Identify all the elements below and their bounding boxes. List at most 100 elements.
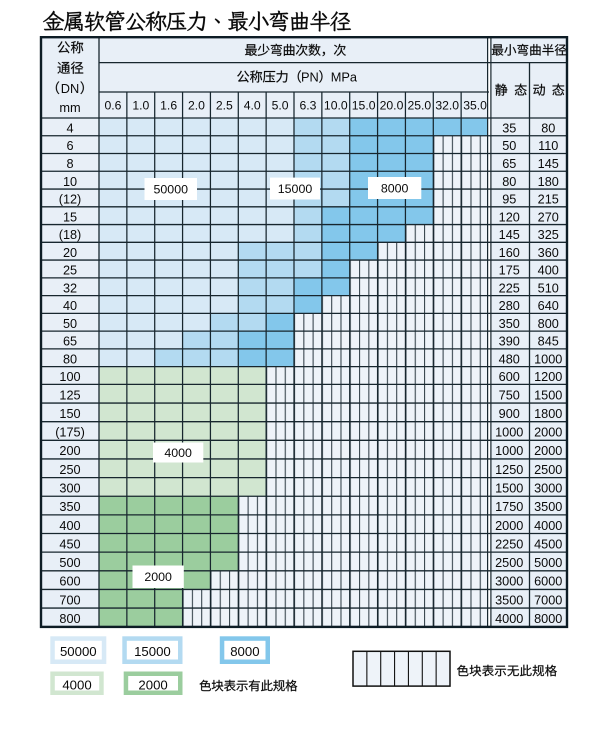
svg-text:2000: 2000 <box>534 444 562 458</box>
svg-text:1750: 1750 <box>495 500 523 514</box>
svg-text:350: 350 <box>499 317 520 331</box>
svg-text:750: 750 <box>499 388 520 402</box>
svg-text:2.0: 2.0 <box>188 99 205 113</box>
svg-text:50: 50 <box>63 317 77 331</box>
svg-text:145: 145 <box>538 157 559 171</box>
svg-text:390: 390 <box>499 335 520 349</box>
svg-text:mm: mm <box>59 100 80 115</box>
svg-text:25: 25 <box>63 264 77 278</box>
svg-text:65: 65 <box>502 157 516 171</box>
svg-text:50000: 50000 <box>154 182 189 196</box>
svg-text:4.0: 4.0 <box>244 99 261 113</box>
svg-text:15: 15 <box>63 210 77 224</box>
svg-text:6.3: 6.3 <box>299 99 316 113</box>
svg-text:6: 6 <box>66 139 73 153</box>
svg-text:2250: 2250 <box>495 537 523 551</box>
svg-text:180: 180 <box>538 175 559 189</box>
svg-text:20: 20 <box>63 246 77 260</box>
svg-text:2000: 2000 <box>144 570 172 584</box>
svg-text:32.0: 32.0 <box>435 99 459 113</box>
svg-text:350: 350 <box>59 500 80 514</box>
svg-text:1200: 1200 <box>534 370 562 384</box>
svg-text:1500: 1500 <box>495 482 523 496</box>
svg-text:450: 450 <box>59 537 80 551</box>
svg-text:4000: 4000 <box>164 446 192 460</box>
svg-text:4: 4 <box>66 121 73 135</box>
svg-text:500: 500 <box>59 556 80 570</box>
svg-text:5.0: 5.0 <box>272 99 289 113</box>
svg-text:15000: 15000 <box>134 644 171 659</box>
svg-text:80: 80 <box>502 175 516 189</box>
svg-text:900: 900 <box>499 407 520 421</box>
svg-text:4000: 4000 <box>62 677 91 692</box>
svg-text:DN: DN <box>61 81 79 96</box>
svg-text:845: 845 <box>538 335 559 349</box>
svg-text:110: 110 <box>538 139 558 153</box>
svg-text:32: 32 <box>63 281 77 295</box>
svg-text:8: 8 <box>66 157 73 171</box>
svg-text:4500: 4500 <box>534 537 562 551</box>
svg-text:1250: 1250 <box>495 463 523 477</box>
svg-text:0.6: 0.6 <box>104 99 121 113</box>
svg-text:225: 225 <box>499 281 520 295</box>
svg-text:PN: PN <box>301 70 319 85</box>
svg-text:480: 480 <box>499 352 520 366</box>
svg-text:1.0: 1.0 <box>132 99 149 113</box>
svg-text:95: 95 <box>502 193 516 207</box>
svg-text:4000: 4000 <box>495 612 523 626</box>
svg-text:1500: 1500 <box>534 388 562 402</box>
svg-text:4000: 4000 <box>534 519 562 533</box>
svg-text:50000: 50000 <box>60 644 97 659</box>
svg-text:35: 35 <box>502 121 516 135</box>
svg-text:600: 600 <box>499 370 520 384</box>
svg-text:1000: 1000 <box>495 444 523 458</box>
svg-text:125: 125 <box>59 388 80 402</box>
svg-text:6000: 6000 <box>534 575 562 589</box>
svg-text:1800: 1800 <box>534 407 562 421</box>
svg-text:3000: 3000 <box>495 575 523 589</box>
svg-text:250: 250 <box>59 463 80 477</box>
svg-text:160: 160 <box>499 246 520 260</box>
svg-text:800: 800 <box>538 317 559 331</box>
svg-text:15000: 15000 <box>278 182 313 196</box>
svg-text:35.0: 35.0 <box>463 99 487 113</box>
svg-text:215: 215 <box>538 193 559 207</box>
svg-text:2000: 2000 <box>495 519 523 533</box>
svg-text:145: 145 <box>499 228 520 242</box>
svg-text:640: 640 <box>538 299 559 313</box>
svg-text:150: 150 <box>59 407 80 421</box>
svg-text:5000: 5000 <box>534 556 562 570</box>
svg-text:10: 10 <box>63 175 77 189</box>
svg-text:15.0: 15.0 <box>352 99 376 113</box>
svg-text:8000: 8000 <box>381 181 409 195</box>
svg-text:360: 360 <box>538 246 559 260</box>
svg-text:2000: 2000 <box>534 426 562 440</box>
svg-text:50: 50 <box>502 139 516 153</box>
svg-text:280: 280 <box>499 299 520 313</box>
svg-text:3500: 3500 <box>495 593 523 607</box>
svg-text:1000: 1000 <box>534 352 562 366</box>
svg-text:3500: 3500 <box>534 500 562 514</box>
svg-text:MPa: MPa <box>331 70 358 85</box>
svg-text:200: 200 <box>59 444 80 458</box>
svg-text:10.0: 10.0 <box>324 99 348 113</box>
svg-text:700: 700 <box>59 593 80 607</box>
svg-text:3000: 3000 <box>534 482 562 496</box>
svg-text:325: 325 <box>538 228 559 242</box>
svg-text:120: 120 <box>499 210 520 224</box>
svg-text:100: 100 <box>59 370 80 384</box>
svg-text:8000: 8000 <box>230 644 259 659</box>
svg-text:2.5: 2.5 <box>216 99 233 113</box>
svg-text:(18): (18) <box>59 228 82 242</box>
svg-text:2500: 2500 <box>534 463 562 477</box>
svg-text:8000: 8000 <box>534 612 562 626</box>
svg-text:270: 270 <box>538 210 559 224</box>
svg-text:80: 80 <box>63 352 77 366</box>
svg-text:65: 65 <box>63 335 77 349</box>
svg-text:25.0: 25.0 <box>407 99 431 113</box>
svg-text:300: 300 <box>59 482 80 496</box>
svg-text:175: 175 <box>499 264 520 278</box>
svg-text:(175): (175) <box>55 426 85 440</box>
svg-text:800: 800 <box>59 612 80 626</box>
svg-text:20.0: 20.0 <box>380 99 404 113</box>
